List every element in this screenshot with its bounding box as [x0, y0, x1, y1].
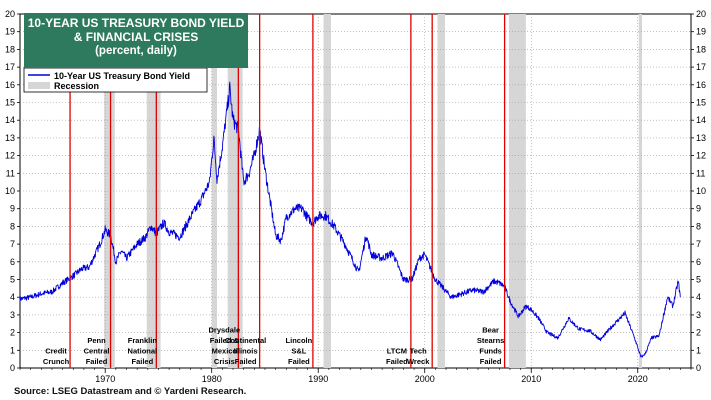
legend: 10-Year US Treasury Bond Yield Recession — [23, 67, 208, 93]
crisis-label: Central — [84, 347, 110, 356]
legend-series-label: 10-Year US Treasury Bond Yield — [54, 71, 190, 81]
source-note: Source: LSEG Datastream and © Yardeni Re… — [14, 386, 247, 397]
crisis-label: Credit — [45, 347, 67, 356]
y-tick-label-right: 11 — [696, 168, 705, 178]
legend-box — [23, 67, 208, 93]
y-tick-label-left: 12 — [5, 151, 15, 161]
crisis-label: Wreck — [407, 357, 430, 366]
y-tick-label-left: 3 — [10, 310, 15, 320]
crisis-label: Crisis — [214, 357, 235, 366]
y-tick-label-right: 8 — [696, 221, 701, 231]
crisis-label: Stearns — [477, 336, 505, 345]
recession-band — [146, 14, 161, 368]
y-tick-label-right: 18 — [696, 44, 706, 54]
y-tick-label-left: 14 — [5, 115, 15, 125]
crisis-label: Bear — [482, 326, 499, 335]
x-tick-label: 2000 — [415, 374, 435, 384]
crisis-label: Funds — [479, 347, 502, 356]
crisis-label: Mexico — [212, 347, 238, 356]
crisis-label: Failed — [131, 357, 153, 366]
crisis-label: S&L — [291, 347, 306, 356]
crisis-label: Tech — [410, 347, 427, 356]
chart-title-line2: & FINANCIAL CRISES — [73, 30, 199, 44]
recession-band — [104, 14, 115, 368]
y-tick-label-left: 0 — [10, 363, 15, 373]
y-tick-label-left: 10 — [5, 186, 15, 196]
recession-band — [437, 14, 445, 368]
y-tick-label-left: 5 — [10, 275, 15, 285]
y-tick-label-right: 17 — [696, 62, 706, 72]
recession-band — [638, 14, 643, 368]
crisis-label: Failed — [86, 357, 108, 366]
y-tick-label-left: 18 — [5, 44, 15, 54]
crisis-label: Continental — [225, 336, 266, 345]
crisis-label: Lincoln — [286, 336, 313, 345]
recession-band — [323, 14, 332, 368]
crisis-label: Failed & — [210, 336, 240, 345]
legend-recession-label: Recession — [54, 81, 99, 91]
crisis-label: LTCM — [387, 347, 407, 356]
y-tick-label-right: 9 — [696, 204, 701, 214]
y-tick-label-left: 8 — [10, 221, 15, 231]
crisis-label: National — [128, 347, 158, 356]
y-tick-label-left: 4 — [10, 292, 15, 302]
y-tick-label-left: 9 — [10, 204, 15, 214]
y-tick-label-left: 1 — [10, 345, 15, 355]
y-tick-label-right: 1 — [696, 345, 701, 355]
y-tick-label-right: 4 — [696, 292, 701, 302]
crisis-label: Failed — [386, 357, 408, 366]
series-layer — [19, 81, 681, 358]
y-tick-label-left: 17 — [5, 62, 15, 72]
crisis-label: Drysdale — [208, 326, 240, 335]
legend-recession-swatch — [28, 82, 50, 89]
crisis-label: Failed — [480, 357, 502, 366]
crisis-label: Failed — [288, 357, 310, 366]
crisis-label: Penn — [87, 336, 106, 345]
x-tick-label: 1990 — [308, 374, 328, 384]
crisis-label: Crunch — [43, 357, 70, 366]
crisis-lines: CreditCrunchPennCentralFailedFranklinNat… — [43, 14, 506, 368]
y-tick-label-left: 7 — [10, 239, 15, 249]
y-tick-label-right: 19 — [696, 27, 706, 37]
y-tick-label-right: 3 — [696, 310, 701, 320]
y-tick-label-right: 14 — [696, 115, 706, 125]
y-tick-label-right: 7 — [696, 239, 701, 249]
series-line — [19, 81, 681, 358]
x-tick-label: 1980 — [202, 374, 222, 384]
y-tick-label-right: 5 — [696, 275, 701, 285]
y-tick-label-left: 15 — [5, 98, 15, 108]
crisis-label: Failed — [235, 357, 257, 366]
crisis-label: Franklin — [128, 336, 158, 345]
y-tick-label-right: 10 — [696, 186, 706, 196]
y-tick-label-left: 20 — [5, 9, 15, 19]
y-tick-label-left: 16 — [5, 80, 15, 90]
chart-title-box: 10-YEAR US TREASURY BOND YIELD & FINANCI… — [24, 13, 248, 68]
y-tick-label-right: 2 — [696, 328, 701, 338]
chart-title-line1: 10-YEAR US TREASURY BOND YIELD — [27, 16, 245, 30]
x-tick-label: 1970 — [95, 374, 115, 384]
y-tick-label-right: 16 — [696, 80, 706, 90]
crisis-label: Illinois — [234, 347, 258, 356]
y-tick-label-left: 6 — [10, 257, 15, 267]
x-tick-label: 2010 — [521, 374, 541, 384]
recession-band — [211, 14, 218, 368]
y-tick-label-left: 19 — [5, 27, 15, 37]
y-tick-label-left: 11 — [6, 168, 15, 178]
y-tick-label-right: 13 — [696, 133, 706, 143]
y-tick-label-left: 13 — [5, 133, 15, 143]
y-tick-label-right: 6 — [696, 257, 701, 267]
chart-subtitle: (percent, daily) — [95, 45, 177, 57]
y-tick-label-right: 20 — [696, 9, 706, 19]
x-tick-label: 2020 — [628, 374, 648, 384]
y-tick-label-right: 12 — [696, 151, 706, 161]
y-tick-label-right: 15 — [696, 98, 706, 108]
y-tick-label-right: 0 — [696, 363, 701, 373]
y-tick-label-left: 2 — [10, 328, 15, 338]
